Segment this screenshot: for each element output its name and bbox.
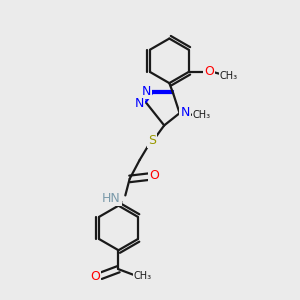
Text: N: N [142,85,151,98]
Text: N: N [135,97,144,110]
Text: O: O [90,270,100,283]
Text: O: O [149,169,159,182]
Text: CH₃: CH₃ [193,110,211,120]
Text: O: O [204,65,214,79]
Text: CH₃: CH₃ [219,71,237,81]
Text: S: S [148,134,156,147]
Text: N: N [180,106,190,119]
Text: HN: HN [102,193,121,206]
Text: CH₃: CH₃ [134,271,152,281]
